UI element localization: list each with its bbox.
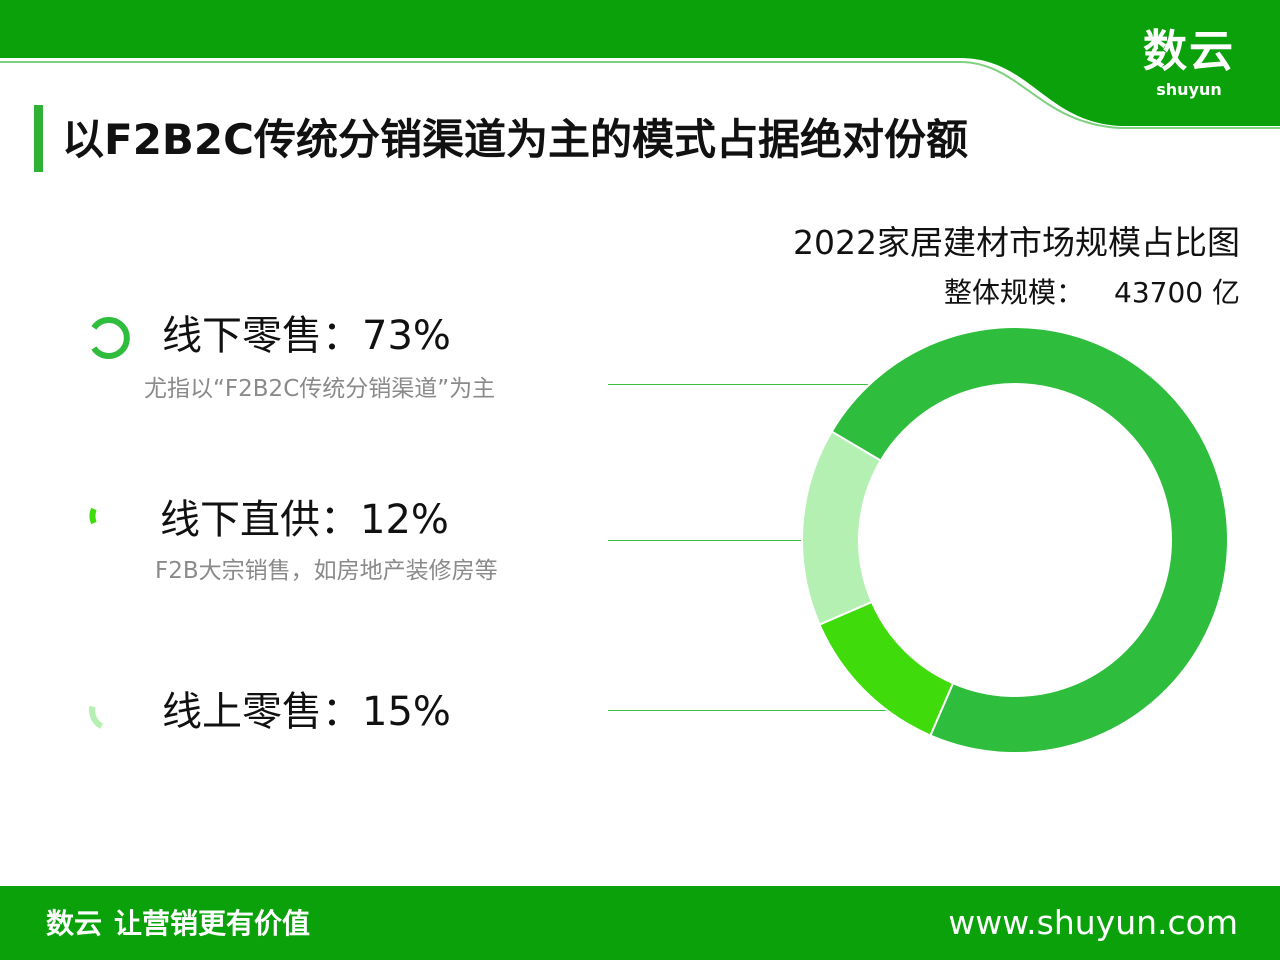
brand-logo: 数云 bbox=[1143, 26, 1235, 77]
market-scale-label: 整体规模： bbox=[944, 276, 1085, 309]
footer-brand: 数云 bbox=[46, 907, 103, 940]
footer-slogan: 数云 让营销更有价值 bbox=[46, 906, 310, 942]
donut-slice-online-retail bbox=[801, 430, 883, 626]
leader-line-online-retail bbox=[608, 710, 903, 711]
market-scale-value: 43700 亿 bbox=[1114, 276, 1240, 309]
online-retail-label: 线上零售：15% bbox=[162, 689, 451, 735]
page-title: 以F2B2C传统分销渠道为主的模式占据绝对份额 bbox=[62, 115, 968, 164]
offline-retail-label: 线下零售：73% bbox=[162, 313, 451, 359]
header-band bbox=[0, 0, 1280, 129]
leader-line-offline-direct bbox=[608, 540, 818, 541]
chart-title: 2022家居建材市场规模占比图 bbox=[793, 223, 1240, 262]
brand-logo-subtitle: shuyun bbox=[1156, 80, 1222, 99]
market-scale: 整体规模： 43700 亿 bbox=[944, 272, 1240, 314]
offline-direct-desc: F2B大宗销售，如房地产装修房等 bbox=[155, 558, 498, 584]
leader-line-offline-retail bbox=[608, 384, 868, 385]
donut-slice-offline-direct bbox=[818, 600, 955, 737]
offline-direct-arc-icon bbox=[89, 507, 97, 525]
title-accent-bar bbox=[34, 105, 43, 172]
offline-direct-label: 线下直供：12% bbox=[160, 497, 449, 543]
online-retail-arc-icon bbox=[89, 705, 104, 729]
donut-slice-offline-retail bbox=[830, 326, 1229, 754]
footer-slogan-text: 让营销更有价值 bbox=[114, 907, 311, 940]
offline-retail-desc: 尤指以“F2B2C传统分销渠道”为主 bbox=[144, 376, 496, 402]
offline-retail-arc-icon bbox=[91, 317, 130, 359]
market-share-donut-chart bbox=[801, 326, 1229, 754]
footer-website[interactable]: www.shuyun.com bbox=[948, 903, 1238, 942]
footer-bar: 数云 让营销更有价值 www.shuyun.com bbox=[0, 886, 1280, 960]
